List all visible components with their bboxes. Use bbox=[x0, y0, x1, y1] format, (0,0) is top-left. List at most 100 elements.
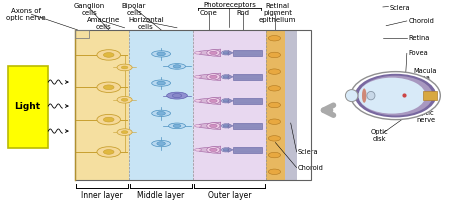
Circle shape bbox=[223, 52, 228, 54]
Ellipse shape bbox=[194, 100, 201, 102]
Ellipse shape bbox=[207, 98, 220, 104]
Ellipse shape bbox=[207, 123, 220, 129]
Bar bbox=[233, 147, 262, 152]
Ellipse shape bbox=[367, 91, 375, 100]
Circle shape bbox=[210, 148, 217, 152]
Text: Fovea: Fovea bbox=[408, 50, 428, 56]
Ellipse shape bbox=[194, 149, 201, 151]
Circle shape bbox=[103, 85, 114, 90]
Circle shape bbox=[223, 149, 228, 151]
Circle shape bbox=[210, 99, 217, 102]
Text: Optic
nerve: Optic nerve bbox=[417, 110, 436, 123]
Circle shape bbox=[117, 64, 132, 71]
Ellipse shape bbox=[169, 64, 185, 69]
Polygon shape bbox=[228, 74, 233, 79]
Ellipse shape bbox=[358, 78, 426, 114]
Ellipse shape bbox=[221, 51, 230, 55]
Ellipse shape bbox=[194, 52, 201, 54]
Circle shape bbox=[223, 76, 228, 78]
Polygon shape bbox=[228, 50, 233, 55]
Ellipse shape bbox=[207, 147, 220, 153]
Bar bbox=[129, 30, 193, 180]
Text: Cone: Cone bbox=[200, 10, 218, 16]
Circle shape bbox=[268, 86, 281, 91]
Ellipse shape bbox=[152, 51, 171, 57]
Text: Macula
lutea: Macula lutea bbox=[413, 68, 437, 81]
Ellipse shape bbox=[194, 125, 201, 127]
Polygon shape bbox=[228, 123, 233, 128]
Circle shape bbox=[223, 125, 228, 127]
Circle shape bbox=[121, 131, 128, 134]
Polygon shape bbox=[198, 146, 221, 154]
Text: Retina: Retina bbox=[408, 35, 429, 41]
Text: Sclera: Sclera bbox=[390, 5, 410, 11]
Text: Ganglion
cells: Ganglion cells bbox=[73, 3, 105, 16]
Circle shape bbox=[97, 114, 120, 125]
Bar bbox=[233, 98, 262, 104]
Circle shape bbox=[268, 169, 281, 175]
Circle shape bbox=[117, 129, 132, 135]
Circle shape bbox=[103, 150, 114, 154]
Circle shape bbox=[121, 66, 128, 69]
Circle shape bbox=[268, 119, 281, 124]
Circle shape bbox=[117, 96, 132, 103]
Polygon shape bbox=[198, 122, 221, 130]
Circle shape bbox=[97, 82, 120, 92]
Text: Optic
disk: Optic disk bbox=[370, 129, 388, 142]
Circle shape bbox=[223, 100, 228, 102]
Text: Sclera: Sclera bbox=[298, 149, 319, 155]
Bar bbox=[233, 50, 262, 56]
Text: Bipolar
cells: Bipolar cells bbox=[122, 3, 146, 16]
Circle shape bbox=[121, 98, 128, 101]
Polygon shape bbox=[228, 147, 233, 152]
Circle shape bbox=[173, 65, 181, 68]
Text: Photoreceptors: Photoreceptors bbox=[203, 2, 256, 8]
Circle shape bbox=[268, 35, 281, 41]
Ellipse shape bbox=[362, 88, 366, 103]
Ellipse shape bbox=[221, 99, 230, 103]
Polygon shape bbox=[198, 97, 221, 105]
Ellipse shape bbox=[346, 90, 358, 102]
Circle shape bbox=[268, 52, 281, 58]
Circle shape bbox=[173, 93, 182, 98]
Circle shape bbox=[157, 52, 165, 56]
Ellipse shape bbox=[152, 140, 171, 147]
Circle shape bbox=[157, 142, 165, 146]
Ellipse shape bbox=[207, 74, 220, 80]
Bar bbox=[193, 30, 266, 180]
Text: Rod: Rod bbox=[236, 10, 249, 16]
Ellipse shape bbox=[355, 74, 436, 117]
Circle shape bbox=[210, 124, 217, 127]
Circle shape bbox=[103, 117, 114, 122]
Circle shape bbox=[97, 147, 120, 157]
Circle shape bbox=[268, 102, 281, 108]
Polygon shape bbox=[198, 49, 221, 57]
Circle shape bbox=[210, 51, 217, 55]
Polygon shape bbox=[228, 98, 233, 103]
Circle shape bbox=[210, 75, 217, 79]
Ellipse shape bbox=[152, 110, 171, 117]
Text: Outer layer: Outer layer bbox=[208, 190, 251, 199]
Bar bbox=[233, 123, 262, 129]
Circle shape bbox=[157, 81, 165, 85]
Bar bbox=[75, 30, 89, 38]
Text: Light: Light bbox=[15, 102, 41, 110]
Circle shape bbox=[97, 50, 120, 60]
Ellipse shape bbox=[152, 80, 171, 86]
Text: Middle layer: Middle layer bbox=[137, 190, 185, 199]
Text: Amacrine
cells: Amacrine cells bbox=[87, 17, 120, 30]
Bar bbox=[75, 30, 129, 180]
Text: Retinal
pigment
epithelium: Retinal pigment epithelium bbox=[259, 3, 296, 23]
Bar bbox=[8, 66, 48, 148]
Ellipse shape bbox=[194, 76, 201, 78]
Text: Horizontal
cells: Horizontal cells bbox=[128, 17, 164, 30]
Ellipse shape bbox=[207, 50, 220, 56]
Circle shape bbox=[157, 112, 165, 115]
Bar bbox=[423, 91, 437, 100]
Ellipse shape bbox=[221, 75, 230, 79]
Text: Inner layer: Inner layer bbox=[82, 190, 123, 199]
Text: Choroid: Choroid bbox=[408, 18, 434, 24]
Bar bbox=[266, 30, 285, 180]
Bar bbox=[285, 30, 297, 180]
Text: Axons of
optic nerve: Axons of optic nerve bbox=[6, 8, 46, 21]
